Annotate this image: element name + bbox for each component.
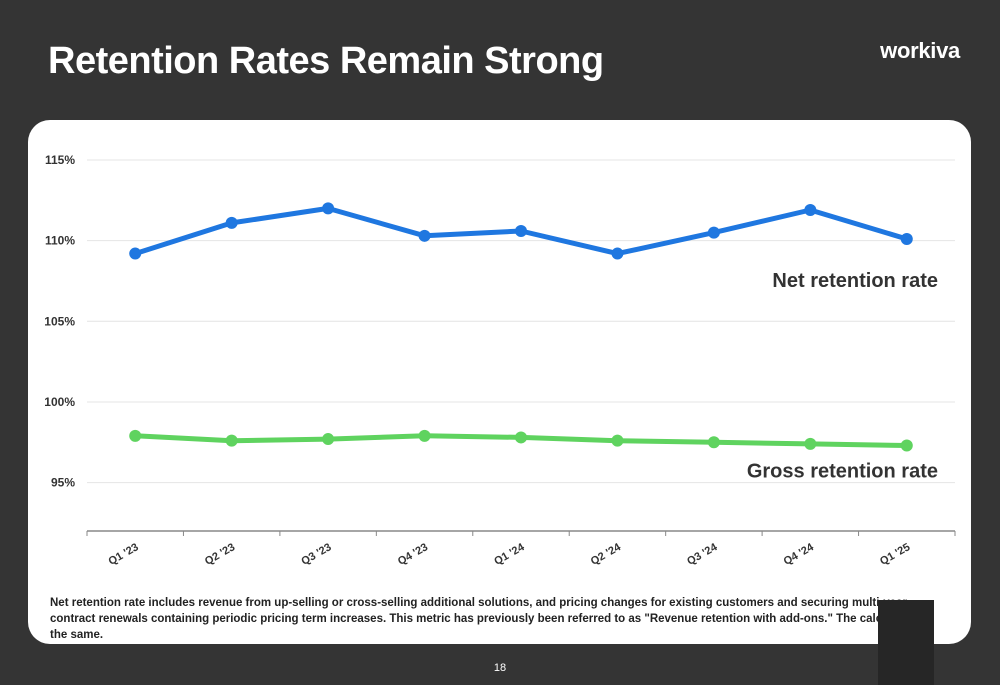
x-tick-label: Q4 '24 — [782, 541, 817, 568]
chart-card: 95% 100% 105% 110% 115% Q1 '23 Q2 '23 Q3 '23 Q4 … — [28, 120, 971, 644]
data-point — [707, 436, 720, 449]
data-point — [900, 233, 913, 246]
data-point — [322, 202, 335, 215]
data-point — [129, 429, 142, 442]
data-point — [322, 433, 335, 446]
x-tick-label: Q4 '23 — [396, 541, 430, 568]
decorative-block — [878, 600, 934, 685]
data-point — [804, 204, 817, 217]
data-point — [611, 247, 624, 260]
data-point — [129, 247, 142, 260]
series-label-net: Net retention rate — [772, 270, 938, 292]
y-tick-label: 115% — [45, 153, 75, 167]
data-point — [515, 431, 527, 444]
data-point — [225, 434, 238, 447]
page-number: 18 — [493, 662, 507, 674]
data-point — [418, 229, 431, 242]
x-tick-label: Q1 '24 — [492, 541, 527, 568]
data-point — [900, 439, 913, 452]
x-tick-label: Q1 '25 — [878, 541, 912, 568]
y-tick-label: 100% — [44, 395, 75, 409]
x-tick-label: Q2 '23 — [203, 541, 237, 568]
y-tick-label: 95% — [51, 476, 75, 490]
x-tick-label: Q3 '23 — [299, 541, 333, 568]
data-point — [804, 437, 817, 450]
x-tick-label: Q3 '24 — [685, 541, 720, 568]
y-tick-label: 105% — [44, 314, 75, 328]
data-point — [707, 226, 720, 239]
y-tick-label: 110% — [45, 234, 75, 248]
x-tick-label: Q1 '23 — [106, 541, 140, 568]
data-point — [611, 434, 624, 447]
series-label-gross: Gross retention rate — [747, 461, 938, 483]
data-point — [418, 429, 431, 442]
chart-footnote: Net retention rate includes revenue from… — [50, 597, 933, 641]
x-tick-label: Q2 '24 — [589, 541, 624, 568]
slide-title: Retention Rates Remain Strong — [48, 40, 604, 82]
retention-line-chart: 95% 100% 105% 110% 115% Q1 '23 Q2 '23 Q3 '23 Q4 … — [44, 153, 956, 568]
data-point — [225, 216, 238, 229]
workiva-logo: workiva — [880, 38, 960, 63]
data-point — [515, 224, 527, 237]
